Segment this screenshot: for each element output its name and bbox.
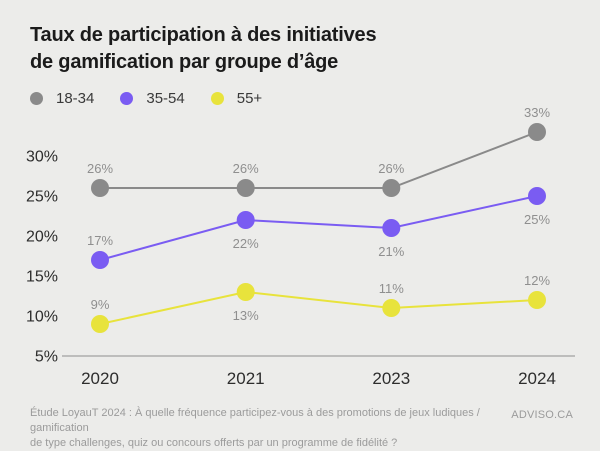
legend-label-18-34: 18-34 <box>56 90 95 107</box>
data-point-label: 13% <box>233 308 259 323</box>
line-chart: 30% 25% 20% 15% 10% 5% 2020 2021 2023 2024 26% 26% 2… <box>26 105 575 388</box>
x-axis-tick-label: 2023 <box>372 369 410 388</box>
legend-item-55plus: 55+ <box>210 90 263 107</box>
data-point-label: 22% <box>233 236 259 251</box>
data-point-35-54 <box>528 187 546 205</box>
legend-item-18-34: 18-34 <box>30 90 94 107</box>
source-note-line2: de type challenges, quiz ou concours off… <box>30 437 398 449</box>
chart-title-line2: de gamification par groupe d’âge <box>30 51 339 73</box>
x-axis-tick-label: 2024 <box>518 369 556 388</box>
series-line-18-34 <box>100 131 538 189</box>
legend: 18-34 35-54 55+ <box>30 90 262 107</box>
data-point-label: 17% <box>87 233 113 248</box>
y-axis-tick-label: 30% <box>26 149 58 166</box>
series-line-35-54 <box>99 195 538 261</box>
legend-dot-gray-icon <box>30 92 43 105</box>
data-point-label: 26% <box>233 161 259 176</box>
legend-item-35-54: 35-54 <box>120 90 185 107</box>
legend-dot-yellow-icon <box>210 92 224 105</box>
series-line-55+ <box>99 290 538 325</box>
x-axis-tick-label: 2020 <box>81 369 119 388</box>
data-point-label: 21% <box>378 244 404 259</box>
legend-label-55plus: 55+ <box>236 90 263 107</box>
data-point-label: 33% <box>524 105 550 120</box>
data-point-label: 9% <box>91 297 110 312</box>
data-point-35-54 <box>382 219 401 237</box>
data-point-18-34 <box>382 179 401 197</box>
chart-title-line1: Taux de participation à des initiatives <box>30 24 377 46</box>
data-point-18-34 <box>91 179 109 197</box>
data-point-18-34 <box>236 179 255 197</box>
source-note: Étude LoyauT 2024 : À quelle fréquence p… <box>30 406 508 451</box>
data-point-55+ <box>382 299 401 317</box>
y-axis-tick-label: 10% <box>26 309 58 326</box>
data-point-35-54 <box>91 251 109 269</box>
legend-label-35-54: 35-54 <box>146 90 185 107</box>
data-point-label: 12% <box>524 273 550 288</box>
data-point-label: 11% <box>379 281 404 296</box>
brand-label: ADVISO.CA <box>511 409 573 421</box>
y-axis-tick-label: 5% <box>35 349 58 366</box>
y-axis-tick-label: 15% <box>26 269 58 286</box>
source-note-line1: Étude LoyauT 2024 : À quelle fréquence p… <box>30 407 480 434</box>
legend-dot-purple-icon <box>120 92 134 105</box>
y-axis-tick-label: 20% <box>26 229 58 246</box>
data-point-55+ <box>236 283 255 301</box>
data-point-label: 26% <box>87 161 113 176</box>
data-point-55+ <box>528 291 546 309</box>
x-axis-tick-label: 2021 <box>227 369 265 388</box>
data-point-55+ <box>91 315 109 333</box>
data-point-35-54 <box>236 211 255 229</box>
data-point-label: 25% <box>524 212 550 227</box>
y-axis-tick-label: 25% <box>26 189 58 206</box>
data-point-18-34 <box>528 123 546 141</box>
chart-title: Taux de participation à des initiatives d… <box>30 22 377 76</box>
data-point-label: 26% <box>378 161 404 176</box>
